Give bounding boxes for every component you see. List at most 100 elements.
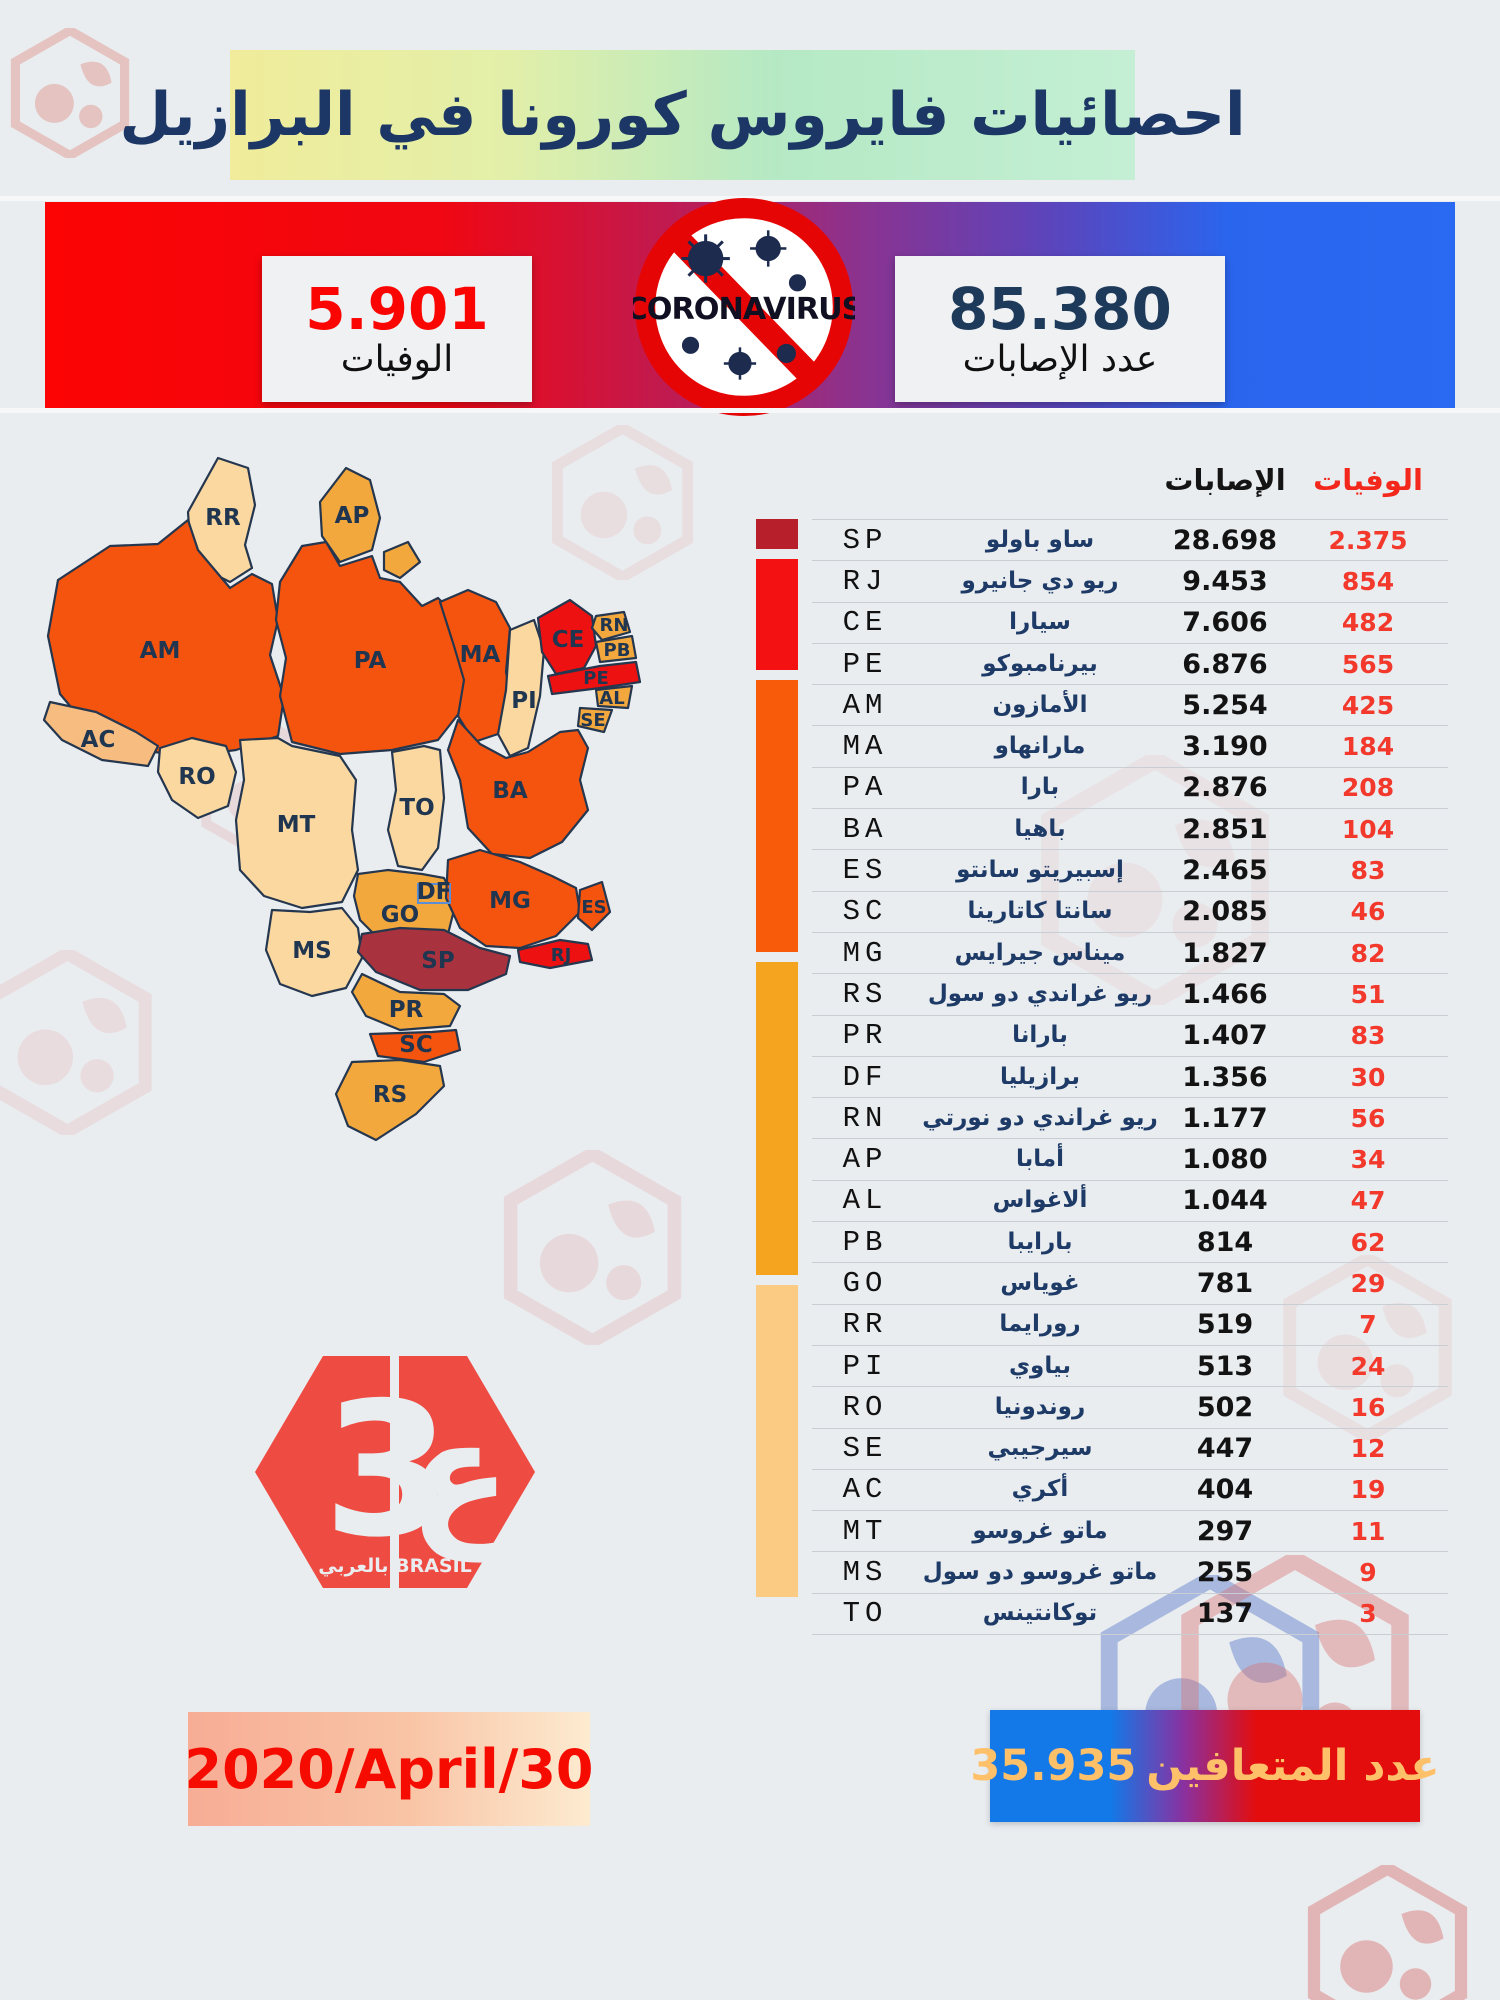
table-row: AM الأمازون 5.254 425 [812,685,1448,727]
table-row: BA باهيا 2.851 104 [812,809,1448,851]
map-label: AC [81,727,116,753]
map-label: PA [354,648,387,674]
table-row: RO روندونيا 502 16 [812,1387,1448,1429]
coronavirus-icon-text: CORONAVIRUS [633,292,855,327]
stats-banner: 5.901 الوفيات CORONAVIRUS 85.380 عدد الإ… [45,198,1455,416]
map-state-CE [536,598,598,676]
cases-value: 297 [1196,1515,1254,1547]
map-state-PE [546,660,642,696]
deaths-value: 12 [1350,1434,1386,1464]
state-code: CE [842,606,888,640]
state-name-ar: ألاغواس [992,1187,1088,1214]
state-code: MA [842,730,888,764]
cases-value: 404 [1196,1474,1254,1506]
severity-swatch-g1 [756,519,798,550]
map-label: BA [492,778,528,804]
severity-swatch-g3 [756,680,798,953]
table-row: PB بارايبا 814 62 [812,1222,1448,1264]
deaths-value: 30 [1350,1062,1386,1092]
map-state-RN [590,610,632,642]
table-row: ES إسبيريتو سانتو 2.465 83 [812,850,1448,892]
state-code: PE [842,647,888,681]
severity-swatch-g2 [756,559,798,671]
cases-value: 502 [1196,1391,1254,1423]
deaths-value: 29 [1350,1268,1386,1298]
deaths-value: 19 [1350,1475,1386,1505]
brand-caption: بالعربي BRASIL [318,1555,472,1577]
state-code: PI [842,1349,888,1383]
map-state-RJ [516,938,594,970]
map-label: SP [421,948,454,974]
map-state-ES [576,880,612,932]
state-name-ar: ماتو غروسو دو سول [922,1559,1158,1586]
map-label: ES [581,897,606,918]
state-code: AP [842,1143,888,1177]
state-name-ar: ريو غراندي دو نورتي [922,1104,1158,1131]
deaths-value: 7 [1359,1310,1377,1340]
state-name-ar: ريو غراندي دو سول [927,980,1153,1007]
cases-value: 2.085 [1182,896,1268,928]
map-label: AP [335,503,370,529]
table-row: MG ميناس جيرايس 1.827 82 [812,933,1448,975]
cases-column-header: الإصابات [1164,463,1286,497]
cases-value: 2.465 [1182,855,1268,887]
state-code: RS [842,977,888,1011]
page-title: احصائيات فايروس كورونا في البرازيل [119,80,1246,150]
map-label: PR [389,997,424,1023]
state-code: MS [842,1556,888,1590]
state-code: PA [842,771,888,805]
title-band: احصائيات فايروس كورونا في البرازيل [119,50,1246,180]
state-name-ar: بيرنامبوكو [982,650,1098,677]
map-state-PR [350,972,462,1032]
coronavirus-icon: CORONAVIRUS [633,198,855,416]
state-name-ar: بياوي [1008,1352,1072,1379]
map-state-AC [42,700,160,768]
cases-value: 781 [1196,1267,1254,1299]
table-row: PE بيرنامبوكو 6.876 565 [812,644,1448,686]
states-table: الإصابات الوفيات SP ساو باولو 28.698 2.3… [756,455,1448,1636]
map-label: PI [511,688,536,714]
map-label: MA [460,642,501,668]
cases-value: 2.876 [1182,772,1268,804]
state-name-ar: ماتو غروسو [972,1517,1108,1544]
map-state-PB [594,634,638,664]
cases-value: 9.453 [1182,565,1268,597]
cases-value: 814 [1196,1226,1254,1258]
cases-value: 7.606 [1182,607,1268,639]
map-label: AM [140,638,181,664]
cases-value: 1.177 [1182,1102,1268,1134]
map-label: AL [599,688,624,709]
map-label: GO [381,902,419,928]
map-label: MS [292,938,331,964]
state-code: AL [842,1184,888,1218]
deaths-value: 46 [1350,897,1386,927]
state-name-ar: باهيا [1014,815,1066,842]
state-code: MT [842,1514,888,1548]
table-row: MS ماتو غروسو دو سول 255 9 [812,1552,1448,1594]
map-label: SE [580,710,605,731]
deaths-value: 104 [1341,814,1395,844]
state-code: RJ [842,564,888,598]
table-row: RN ريو غراندي دو نورتي 1.177 56 [812,1098,1448,1140]
cases-value: 255 [1196,1557,1254,1589]
cases-value: 1.466 [1182,978,1268,1010]
severity-swatch-g4 [756,962,798,1275]
state-name-ar: روندونيا [994,1393,1086,1420]
cases-value: 2.851 [1182,813,1268,845]
state-name-ar: إسبيريتو سانتو [956,857,1124,884]
deaths-value: 56 [1350,1103,1386,1133]
map-label: MT [277,812,316,838]
cases-value: 1.827 [1182,937,1268,969]
map-state-SC [368,1028,462,1064]
brand-glyph-left: 3 [323,1362,452,1578]
cases-value: 1.044 [1182,1185,1268,1217]
map-label: RR [205,505,241,531]
state-code: SP [842,523,888,557]
deaths-value: 82 [1350,938,1386,968]
map-label-df: DF [417,879,452,905]
table-row: AP أمابا 1.080 34 [812,1139,1448,1181]
watermark-logo-icon [495,1150,690,1345]
state-code: ES [842,854,888,888]
state-code: RR [842,1308,888,1342]
map-label: TO [399,795,434,821]
